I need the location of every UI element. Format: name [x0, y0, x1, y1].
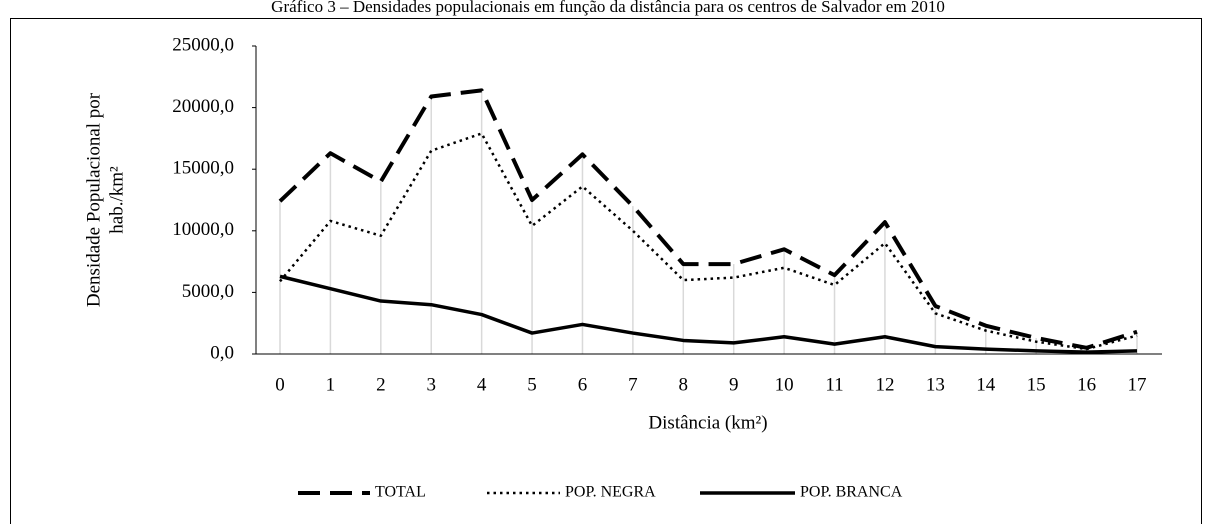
- series-line: [279, 274, 1138, 354]
- x-tick-label: 2: [376, 374, 386, 395]
- y-axis-title-line: hab./km²: [106, 166, 127, 234]
- x-tick-label: 3: [426, 374, 436, 395]
- series-line: [278, 88, 1138, 350]
- y-tick-label: 20000,0: [172, 96, 234, 117]
- x-tick-label: 0: [275, 374, 285, 395]
- chart-title: Gráfico 3 – Densidades populacionais em …: [271, 0, 945, 16]
- y-tick-label: 10000,0: [172, 219, 234, 240]
- x-tick-label: 14: [976, 374, 996, 395]
- legend-label: TOTAL: [375, 484, 426, 501]
- x-axis-title: Distância (km²): [648, 412, 767, 433]
- x-tick-label: 10: [775, 374, 794, 395]
- chart-border: [10, 18, 1202, 524]
- x-tick-label: 5: [527, 374, 537, 395]
- y-tick-label: 0,0: [210, 342, 234, 363]
- x-tick-label: 6: [578, 374, 588, 395]
- x-tick-label: 8: [679, 374, 689, 395]
- y-tick-label: 25000,0: [172, 34, 234, 55]
- x-tick-label: 4: [477, 374, 487, 395]
- series-line: [279, 132, 1138, 351]
- y-axis-title-line: Densidade Populacional por: [83, 92, 104, 307]
- x-tick-label: 12: [875, 374, 894, 395]
- y-tick-label: 15000,0: [172, 158, 234, 179]
- x-tick-label: 15: [1027, 374, 1046, 395]
- x-tick-label: 11: [825, 374, 843, 395]
- legend-label: POP. BRANCA: [800, 484, 903, 501]
- x-tick-label: 1: [326, 374, 336, 395]
- x-tick-label: 17: [1128, 374, 1147, 395]
- y-tick-label: 5000,0: [182, 281, 234, 302]
- x-tick-label: 13: [926, 374, 945, 395]
- y-axis-title: Densidade Populacional por hab./km²: [83, 92, 127, 307]
- x-tick-label: 7: [628, 374, 638, 395]
- x-tick-label: 9: [729, 374, 739, 395]
- legend-label: POP. NEGRA: [565, 484, 656, 501]
- x-tick-label: 16: [1077, 374, 1096, 395]
